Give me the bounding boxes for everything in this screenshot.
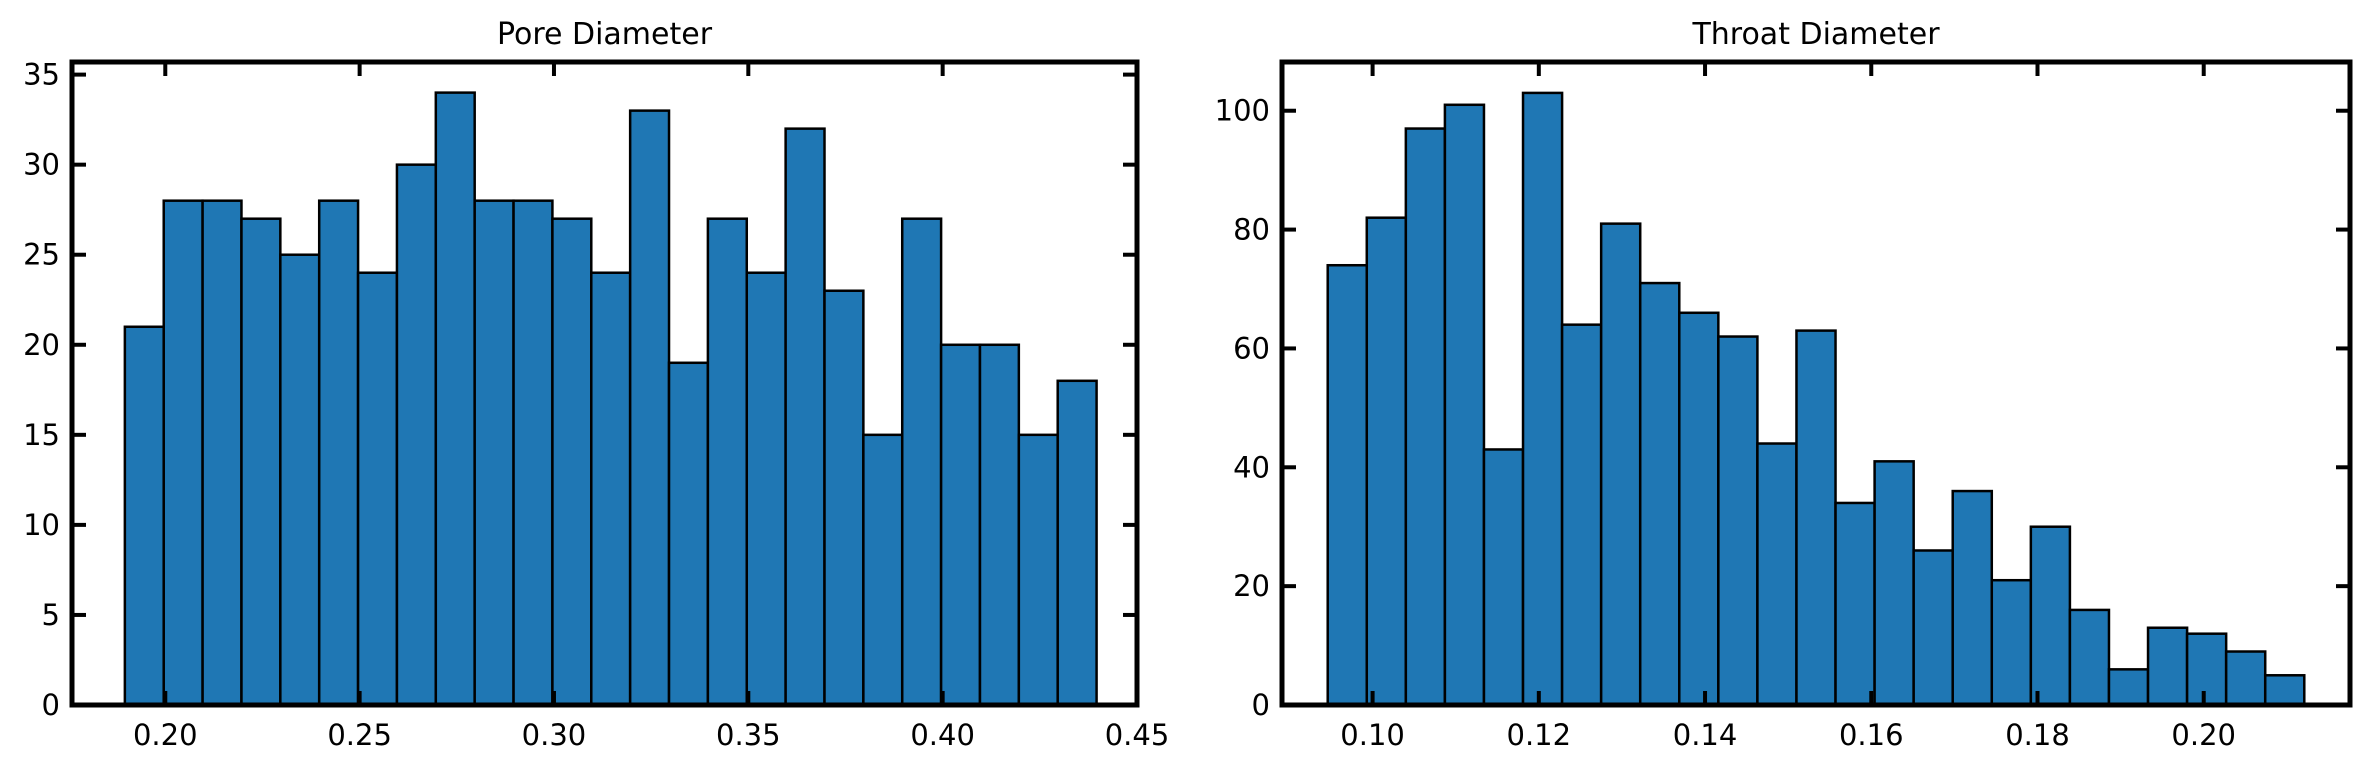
pore-bar <box>823 289 865 707</box>
pore-bar <box>862 433 904 707</box>
pore-y-tick-label: 30 <box>23 148 60 182</box>
pore-bar <box>317 199 360 707</box>
pore-bar <box>590 271 632 707</box>
throat-axes-frame <box>1279 59 2353 708</box>
pore-bar <box>512 199 554 707</box>
throat-bar <box>1873 460 1915 707</box>
throat-y-tick-label: 0 <box>1252 688 1270 722</box>
pore-bar <box>939 343 982 707</box>
pore-bar <box>123 325 165 707</box>
throat-bar <box>1443 103 1486 707</box>
pore-x-tick-label: 0.30 <box>522 718 587 752</box>
throat-diameter-panel: Throat Diameter 0.10 0.12 0.14 0.16 0.18 0.20… <box>1215 17 2353 752</box>
pore-y-tick-label: 5 <box>42 598 60 632</box>
throat-y-tick-label: 80 <box>1233 213 1270 247</box>
pore-bar <box>628 109 671 707</box>
pore-bar <box>551 217 593 707</box>
throat-x-tick-label: 0.10 <box>1340 718 1405 752</box>
pore-y-tick-label: 20 <box>23 328 60 362</box>
throat-bar <box>2224 650 2267 707</box>
pore-bar <box>900 217 943 707</box>
pore-bar <box>162 199 204 707</box>
pore-bar <box>1017 433 1059 707</box>
pore-x-tick-label: 0.25 <box>327 718 392 752</box>
pore-bar <box>279 253 321 707</box>
pore-bar <box>784 127 826 707</box>
throat-x-tick-label: 0.14 <box>1673 718 1738 752</box>
throat-bar <box>1834 501 1876 707</box>
throat-x-tick-label: 0.18 <box>2005 718 2070 752</box>
throat-bar <box>1756 442 1798 707</box>
pore-x-tick-label: 0.35 <box>716 718 781 752</box>
pore-y-tick-label: 35 <box>23 58 60 92</box>
throat-bar <box>1912 549 1954 707</box>
pore-bar <box>1056 379 1098 707</box>
pore-diameter-title: Pore Diameter <box>497 17 713 52</box>
throat-x-tick-label: 0.12 <box>1507 718 1572 752</box>
pore-x-tick-label: 0.20 <box>133 718 198 752</box>
throat-diameter-title: Throat Diameter <box>1691 17 1940 52</box>
throat-bar <box>1951 489 1994 707</box>
throat-bar <box>1560 323 1603 707</box>
pore-diameter-panel: Pore Diameter 0.20 0.25 0.30 0.35 0.40 0.45 0 5… <box>23 17 1169 752</box>
throat-bar <box>1795 329 1837 707</box>
throat-bar <box>2146 626 2189 707</box>
pore-bar <box>434 91 476 707</box>
pore-bar <box>395 163 438 707</box>
throat-bar <box>1482 448 1525 707</box>
pore-bar <box>356 271 399 707</box>
pore-bar <box>473 199 515 707</box>
pore-bar <box>978 343 1021 707</box>
throat-bar <box>2185 632 2228 707</box>
pore-axes-frame <box>69 59 1140 708</box>
throat-bar <box>1599 222 1642 707</box>
throat-bar <box>1521 91 1564 707</box>
throat-y-tick-label: 60 <box>1233 331 1270 365</box>
throat-bar <box>1990 578 2033 707</box>
pore-y-tick-label: 15 <box>23 418 60 452</box>
pore-bar <box>667 361 710 707</box>
throat-x-tick-label: 0.16 <box>1839 718 1904 752</box>
throat-bar <box>2107 668 2150 707</box>
throat-y-tick-label: 40 <box>1233 450 1270 484</box>
pore-bar <box>240 217 282 707</box>
throat-bar <box>1365 216 1408 707</box>
throat-bar <box>2029 525 2072 707</box>
pore-x-tick-label: 0.40 <box>910 718 975 752</box>
throat-y-tick-label: 100 <box>1215 94 1270 128</box>
pore-bar <box>201 199 243 707</box>
throat-bar <box>1638 281 1681 707</box>
pore-x-tick-label: 0.45 <box>1105 718 1170 752</box>
throat-bar <box>1404 127 1447 707</box>
throat-bar <box>2068 608 2111 707</box>
throat-y-tick-label: 20 <box>1233 569 1270 603</box>
throat-x-tick-label: 0.20 <box>2171 718 2236 752</box>
pore-bar <box>745 271 787 707</box>
throat-bar <box>1678 311 1720 707</box>
pore-y-tick-label: 10 <box>23 508 60 542</box>
throat-bar <box>1326 263 1369 707</box>
pore-y-tick-label: 25 <box>23 238 60 272</box>
throat-bar <box>2263 674 2306 707</box>
throat-bar <box>1717 335 1759 707</box>
pore-y-tick-label: 0 <box>42 688 60 722</box>
pore-bar <box>706 217 749 707</box>
